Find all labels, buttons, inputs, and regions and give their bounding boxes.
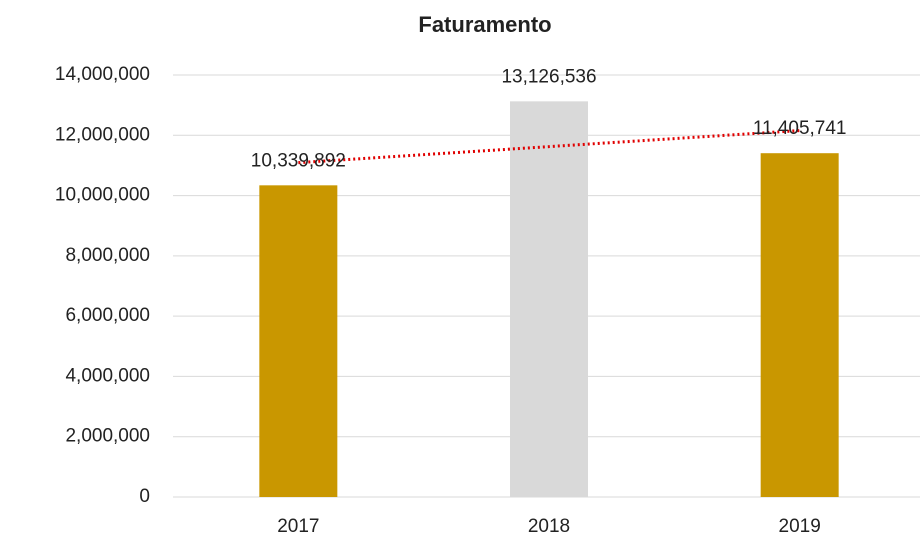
y-tick-label: 12,000,000	[55, 124, 150, 145]
y-tick-label: 2,000,000	[65, 426, 150, 447]
chart-title: Faturamento	[418, 12, 551, 37]
bar	[760, 153, 839, 498]
y-tick-label: 8,000,000	[65, 245, 150, 266]
x-tick-label: 2018	[528, 516, 570, 537]
bar	[259, 185, 338, 497]
trendline	[298, 129, 800, 165]
data-label: 10,339,892	[251, 150, 346, 171]
y-tick-label: 14,000,000	[55, 64, 150, 85]
data-label: 11,405,741	[753, 118, 847, 139]
x-tick-label: 2017	[277, 516, 319, 537]
x-tick-label: 2019	[779, 516, 821, 537]
y-tick-label: 6,000,000	[65, 305, 150, 326]
y-tick-label: 4,000,000	[65, 365, 150, 386]
bar	[510, 101, 588, 497]
y-tick-label: 10,000,000	[55, 185, 150, 206]
y-tick-label: 0	[139, 486, 150, 507]
data-label: 13,126,536	[501, 66, 596, 87]
